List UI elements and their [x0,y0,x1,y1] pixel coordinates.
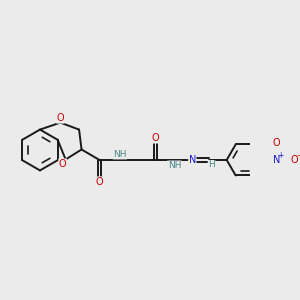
Text: N: N [273,155,280,165]
Text: NH: NH [168,161,181,170]
Text: N: N [189,155,196,165]
Text: O: O [291,155,298,165]
Text: O: O [59,159,66,169]
Text: O: O [272,137,280,148]
Text: NH: NH [113,150,127,159]
Text: O: O [152,133,160,143]
Text: H: H [208,160,215,169]
Text: O: O [96,177,103,187]
Text: +: + [278,151,284,160]
Text: O: O [57,113,64,123]
Text: −: − [296,151,300,160]
